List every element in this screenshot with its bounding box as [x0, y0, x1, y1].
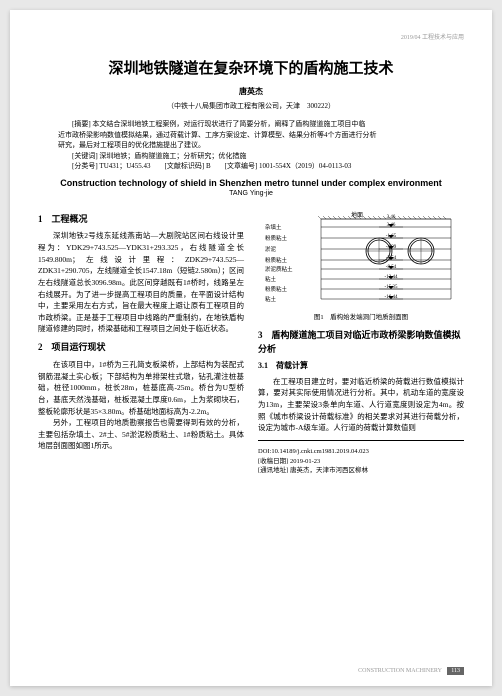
abstract-line: [摘要] 本文结合深圳地铁工程案例，对运行现状进行了简要分析，阐释了盾构隧道施工… [58, 119, 444, 130]
correspondence: [通讯地址] 唐英杰，天津市河西区柳林 [258, 466, 464, 476]
section-heading: 1 工程概况 [38, 213, 244, 227]
svg-text:粉质粘土: 粉质粘土 [265, 256, 288, 264]
paragraph: 另外，工程项目的地质勘察报告也需要得到有效的分析，主要包括杂填土、2#土、5#淤… [38, 417, 244, 452]
doi: DOI:10.14189/j.cnki.cm1981.2019.04.023 [258, 447, 464, 457]
svg-text:地面: 地面 [351, 211, 363, 219]
classification: [分类号] TU431；U455.43 [文献标识码] B [文章编号] 100… [58, 161, 444, 172]
right-column: 地面杂填土3.46粉质粘土-1.65淤泥-4.99粉质粘土-7.54淤泥质粘土-… [258, 207, 464, 477]
title-en: Construction technology of shield in She… [38, 178, 464, 188]
section-heading: 2 项目运行现状 [38, 341, 244, 355]
page-footer: CONSTRUCTION MACHINERY 113 [358, 668, 464, 674]
author-en: TANG Ying-jie [38, 190, 464, 197]
header-issue: 2019/04 工程技术与应用 [38, 32, 464, 41]
figure-caption: 图1 盾构始发端洞门地质剖面图 [258, 313, 464, 323]
svg-text:淤泥: 淤泥 [265, 245, 277, 253]
svg-text:粉质粘土: 粉质粘土 [265, 234, 288, 242]
page: 2019/04 工程技术与应用 深圳地铁隧道在复杂环境下的盾构施工技术 唐英杰 … [10, 10, 492, 686]
geology-figure: 地面杂填土3.46粉质粘土-1.65淤泥-4.99粉质粘土-7.54淤泥质粘土-… [258, 211, 464, 323]
abstract-line: 研究，最后对工程项目的优化措施提出了建议。 [58, 140, 444, 151]
subsection-heading: 3.1 荷载计算 [258, 360, 464, 372]
keywords: [关键词] 深圳地铁；盾构隧道施工；分析研究；优化措施 [58, 151, 444, 162]
svg-text:淤泥质粘土: 淤泥质粘土 [265, 265, 293, 273]
svg-text:杂填土: 杂填土 [265, 223, 282, 231]
received-date: [收稿日期] 2019-01-23 [258, 457, 464, 467]
divider [258, 440, 464, 441]
svg-text:粉质粘土: 粉质粘土 [265, 285, 288, 293]
section-heading: 3 盾构隧道施工项目对临近市政桥梁影响数值模拟分析 [258, 329, 464, 357]
footer-text: CONSTRUCTION MACHINERY [358, 668, 442, 674]
abstract-block: [摘要] 本文结合深圳地铁工程案例，对运行现状进行了简要分析，阐释了盾构隧道施工… [38, 119, 464, 172]
left-column: 1 工程概况 深圳地铁2号线东延线燕南站—大剧院站区间右线设计里程为：YDK29… [38, 207, 244, 477]
title-cn: 深圳地铁隧道在复杂环境下的盾构施工技术 [38, 57, 464, 78]
author-cn: 唐英杰 [38, 86, 464, 97]
body-columns: 1 工程概况 深圳地铁2号线东延线燕南站—大剧院站区间右线设计里程为：YDK29… [38, 207, 464, 477]
affiliation-cn: （中铁十八局集团市政工程有限公司，天津 300222） [38, 101, 464, 111]
paragraph: 深圳地铁2号线东延线燕南站—大剧院站区间右线设计里程为：YDK29+743.52… [38, 230, 244, 335]
svg-text:3.46: 3.46 [387, 215, 396, 220]
svg-text:粘土: 粘土 [265, 275, 277, 283]
paragraph: 在工程项目建立时，要对临近桥梁的荷载进行数值模拟计算，要对其实际使用情况进行分析… [258, 376, 464, 434]
page-number: 113 [447, 667, 464, 675]
svg-text:粘土: 粘土 [265, 295, 277, 303]
geology-svg: 地面杂填土3.46粉质粘土-1.65淤泥-4.99粉质粘土-7.54淤泥质粘土-… [261, 211, 461, 311]
paragraph: 在该项目中，1#桥为三孔简支板梁桥，上部结构为装配式钢筋混凝土实心板；下部结构为… [38, 359, 244, 417]
abstract-line: 近市政桥梁影响数值模拟结果，通过荷载计算、工序方案设定、计算模型、结果分析等4个… [58, 130, 444, 141]
